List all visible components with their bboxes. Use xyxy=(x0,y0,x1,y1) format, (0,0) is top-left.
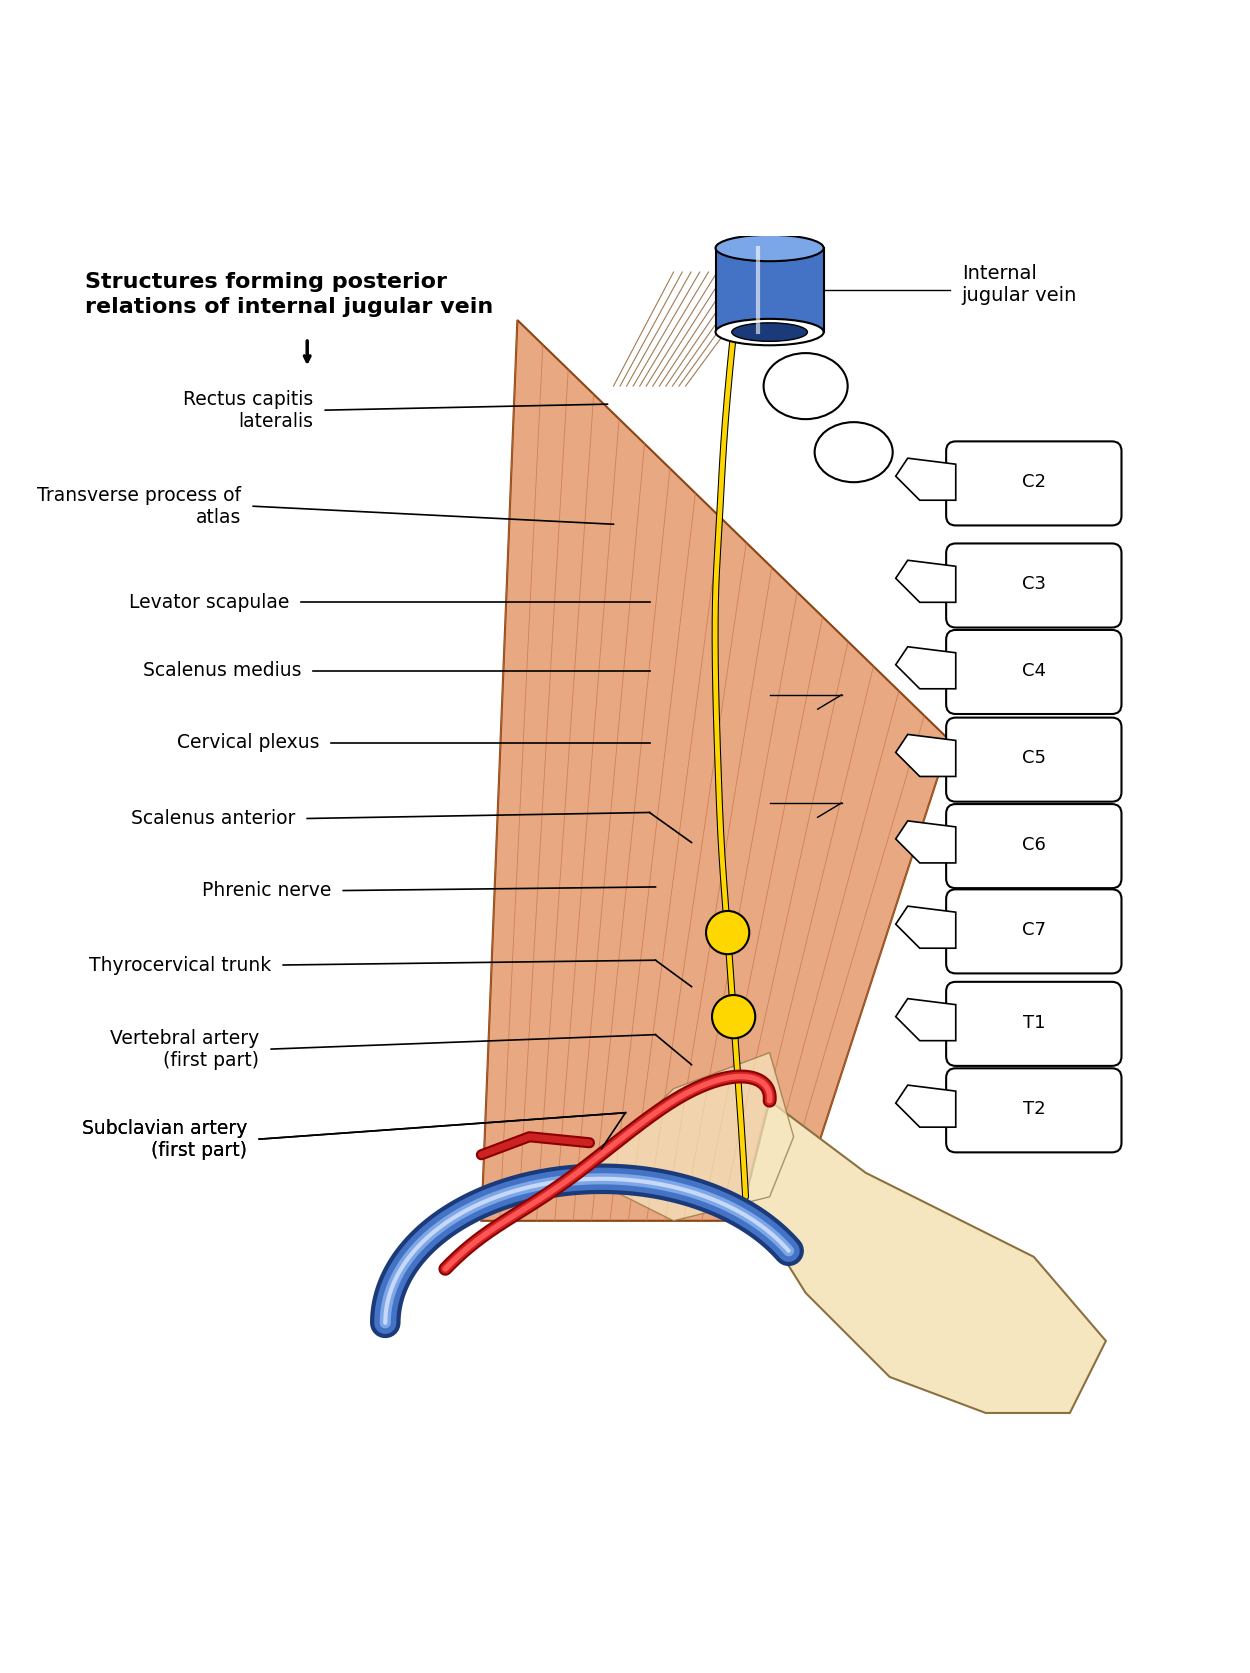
Polygon shape xyxy=(896,907,956,949)
Text: C7: C7 xyxy=(1021,922,1046,939)
FancyBboxPatch shape xyxy=(946,442,1121,525)
Text: C4: C4 xyxy=(1021,663,1046,679)
Text: Phrenic nerve: Phrenic nerve xyxy=(201,882,331,900)
Text: Structures forming posterior
relations of internal jugular vein: Structures forming posterior relations o… xyxy=(85,273,494,316)
Bar xyxy=(715,248,824,331)
Text: Scalenus medius: Scalenus medius xyxy=(142,661,301,681)
Polygon shape xyxy=(745,1101,1106,1414)
Text: Cervical plexus: Cervical plexus xyxy=(176,733,319,753)
FancyBboxPatch shape xyxy=(946,890,1121,974)
FancyBboxPatch shape xyxy=(946,718,1121,801)
Text: C5: C5 xyxy=(1021,750,1046,768)
Text: T2: T2 xyxy=(1022,1101,1045,1118)
Polygon shape xyxy=(896,1086,956,1128)
Text: Thyrocervical trunk: Thyrocervical trunk xyxy=(89,955,271,974)
Circle shape xyxy=(706,912,749,954)
Text: Vertebral artery
(first part): Vertebral artery (first part) xyxy=(110,1029,259,1069)
Polygon shape xyxy=(896,821,956,863)
Text: Subclavian artery
(first part): Subclavian artery (first part) xyxy=(81,1119,248,1159)
Polygon shape xyxy=(896,999,956,1041)
Text: T1: T1 xyxy=(1022,1014,1045,1032)
Polygon shape xyxy=(481,320,950,1221)
FancyBboxPatch shape xyxy=(946,982,1121,1066)
Text: Levator scapulae: Levator scapulae xyxy=(129,592,289,612)
Ellipse shape xyxy=(731,323,808,341)
Text: Scalenus anterior: Scalenus anterior xyxy=(131,810,295,828)
Polygon shape xyxy=(896,560,956,602)
FancyBboxPatch shape xyxy=(946,805,1121,888)
Ellipse shape xyxy=(715,234,824,261)
Text: Transverse process of
atlas: Transverse process of atlas xyxy=(38,485,241,527)
Ellipse shape xyxy=(715,320,824,345)
Text: Internal
jugular vein: Internal jugular vein xyxy=(961,264,1078,304)
Text: C3: C3 xyxy=(1021,576,1046,594)
Text: C6: C6 xyxy=(1022,836,1046,853)
FancyBboxPatch shape xyxy=(946,544,1121,627)
Text: Rectus capitis
lateralis: Rectus capitis lateralis xyxy=(182,390,314,430)
Circle shape xyxy=(712,995,755,1039)
FancyBboxPatch shape xyxy=(946,631,1121,714)
Polygon shape xyxy=(578,1052,794,1221)
FancyBboxPatch shape xyxy=(946,1069,1121,1153)
Ellipse shape xyxy=(764,353,848,420)
Polygon shape xyxy=(896,647,956,689)
Text: Subclavian artery
(first part): Subclavian artery (first part) xyxy=(81,1119,248,1159)
Polygon shape xyxy=(896,458,956,500)
Polygon shape xyxy=(896,734,956,776)
Ellipse shape xyxy=(815,422,892,482)
Text: C2: C2 xyxy=(1021,473,1046,492)
